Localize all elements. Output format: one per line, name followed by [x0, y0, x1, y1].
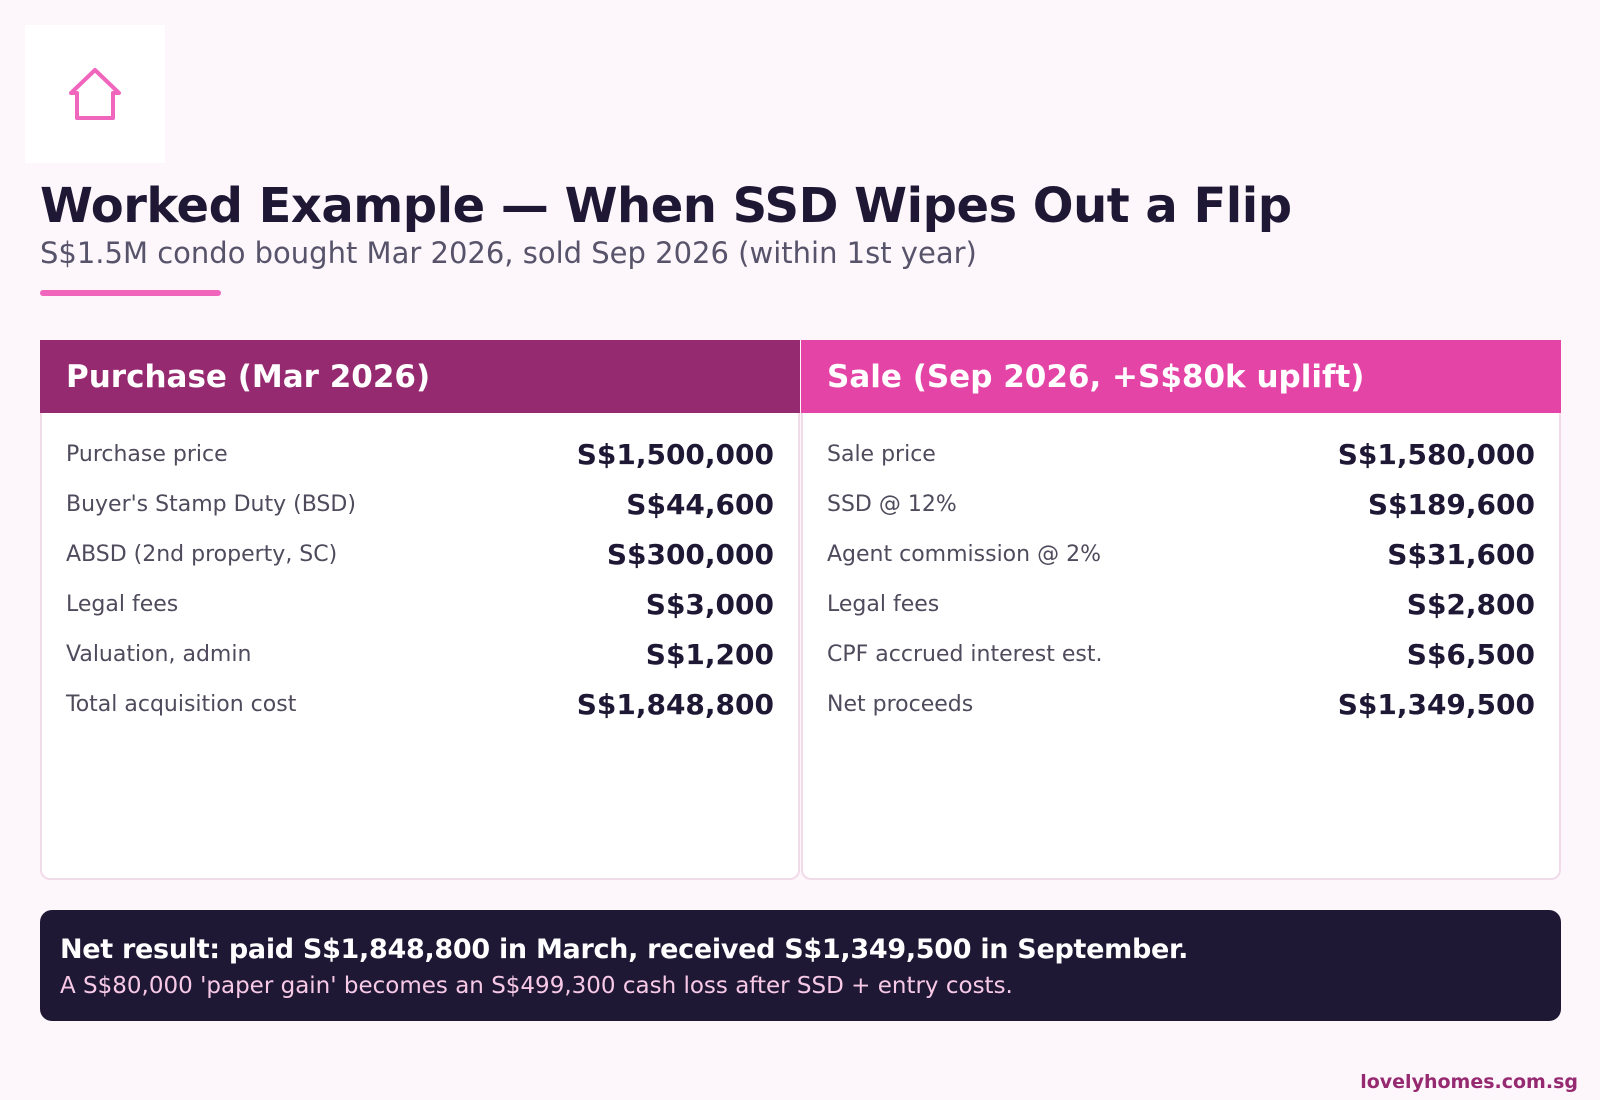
sale-row: Agent commission @ 2% S$31,600 [827, 529, 1535, 579]
row-value: S$2,800 [1406, 587, 1535, 621]
purchase-total-row: Total acquisition cost S$1,848,800 [66, 679, 774, 729]
purchase-row: Valuation, admin S$1,200 [66, 629, 774, 679]
purchase-row: Legal fees S$3,000 [66, 579, 774, 629]
footer-website-link[interactable]: lovelyhomes.com.sg [1360, 1071, 1578, 1093]
sale-row: SSD @ 12% S$189,600 [827, 479, 1535, 529]
row-value: S$44,600 [626, 487, 774, 521]
row-value: S$1,200 [645, 637, 774, 671]
row-value: S$6,500 [1406, 637, 1535, 671]
row-value: S$3,000 [645, 587, 774, 621]
row-label: Legal fees [66, 591, 179, 617]
row-value: S$300,000 [606, 537, 774, 571]
sale-row: Sale price S$1,580,000 [827, 429, 1535, 479]
purchase-rows: Purchase price S$1,500,000 Buyer's Stamp… [42, 413, 798, 729]
row-value: S$1,580,000 [1337, 437, 1535, 471]
row-value: S$31,600 [1387, 537, 1535, 571]
row-label: Valuation, admin [66, 641, 252, 667]
house-icon [69, 68, 121, 120]
sale-row: CPF accrued interest est. S$6,500 [827, 629, 1535, 679]
row-label: ABSD (2nd property, SC) [66, 541, 338, 567]
row-label: Sale price [827, 441, 936, 467]
purchase-row: ABSD (2nd property, SC) S$300,000 [66, 529, 774, 579]
net-result-banner: Net result: paid S$1,848,800 in March, r… [40, 910, 1561, 1021]
row-label: CPF accrued interest est. [827, 641, 1103, 667]
purchase-panel: Purchase (Mar 2026) Purchase price S$1,5… [40, 340, 800, 880]
net-result-headline: Net result: paid S$1,848,800 in March, r… [60, 934, 1189, 965]
row-label: SSD @ 12% [827, 491, 957, 517]
purchase-row: Buyer's Stamp Duty (BSD) S$44,600 [66, 479, 774, 529]
row-label: Legal fees [827, 591, 940, 617]
page-title: Worked Example — When SSD Wipes Out a Fl… [40, 178, 1292, 234]
page-subtitle: S$1.5M condo bought Mar 2026, sold Sep 2… [40, 236, 977, 270]
logo [25, 25, 165, 163]
row-label: Net proceeds [827, 691, 974, 717]
row-value: S$1,349,500 [1337, 687, 1535, 721]
row-value: S$189,600 [1367, 487, 1535, 521]
row-label: Buyer's Stamp Duty (BSD) [66, 491, 356, 517]
sale-rows: Sale price S$1,580,000 SSD @ 12% S$189,6… [803, 413, 1559, 729]
accent-divider [40, 290, 221, 296]
purchase-panel-heading: Purchase (Mar 2026) [40, 340, 800, 413]
row-label: Agent commission @ 2% [827, 541, 1101, 567]
row-label: Purchase price [66, 441, 228, 467]
sale-panel-heading: Sale (Sep 2026, +S$80k uplift) [801, 340, 1561, 413]
purchase-row: Purchase price S$1,500,000 [66, 429, 774, 479]
net-result-detail: A S$80,000 'paper gain' becomes an S$499… [60, 973, 1013, 999]
row-value: S$1,848,800 [576, 687, 774, 721]
row-label: Total acquisition cost [66, 691, 297, 717]
sale-total-row: Net proceeds S$1,349,500 [827, 679, 1535, 729]
row-value: S$1,500,000 [576, 437, 774, 471]
sale-panel: Sale (Sep 2026, +S$80k uplift) Sale pric… [801, 340, 1561, 880]
sale-row: Legal fees S$2,800 [827, 579, 1535, 629]
